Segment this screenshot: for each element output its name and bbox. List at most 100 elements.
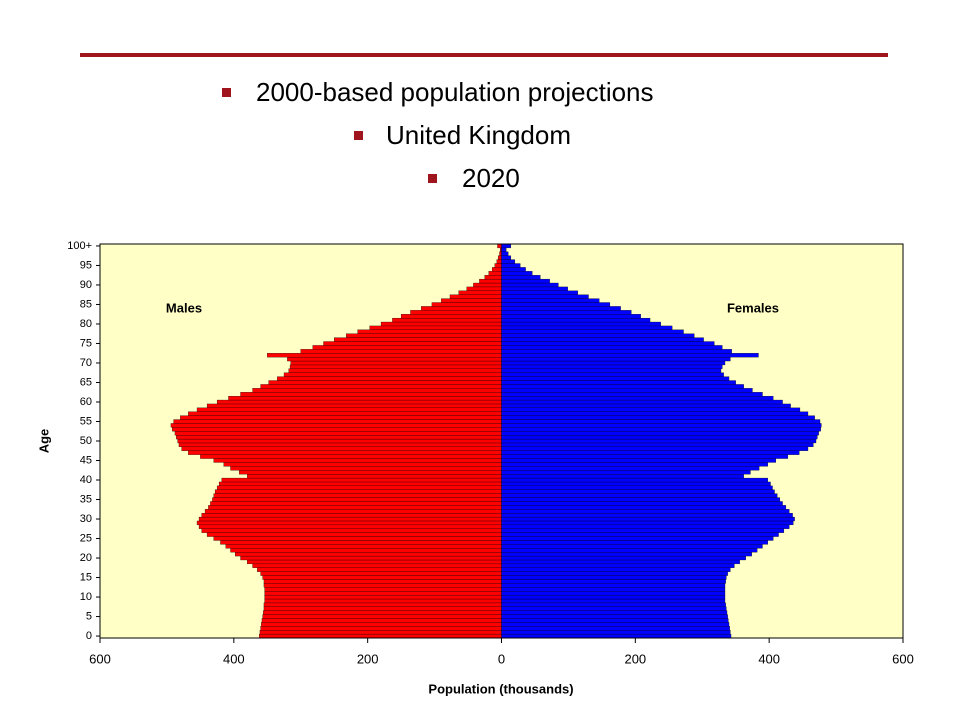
bar — [501, 360, 726, 366]
bar — [501, 349, 732, 354]
bar — [188, 450, 502, 455]
bullet — [354, 131, 363, 140]
bar — [473, 282, 502, 288]
bar — [501, 263, 521, 268]
y-tick-label: 15 — [80, 571, 92, 583]
bar — [267, 353, 502, 358]
bar — [431, 302, 502, 307]
bar — [289, 364, 502, 369]
bar — [188, 411, 502, 416]
bar — [357, 329, 502, 334]
bar — [501, 563, 735, 568]
bar — [501, 395, 774, 401]
y-tick-label: 45 — [80, 454, 92, 466]
bar — [230, 466, 502, 471]
x-tick-label: 400 — [223, 651, 245, 666]
bar — [441, 298, 502, 303]
bar — [501, 423, 822, 428]
bar — [178, 442, 502, 448]
y-tick-label: 65 — [80, 376, 92, 388]
bar — [501, 419, 821, 424]
y-tick-label: 50 — [80, 435, 92, 447]
bar — [288, 368, 502, 373]
bar — [501, 630, 731, 635]
bar — [501, 485, 773, 490]
bar — [180, 415, 502, 420]
bar — [501, 489, 775, 494]
bar — [501, 337, 704, 342]
bar — [501, 392, 763, 397]
bar — [501, 470, 751, 475]
bar — [449, 294, 502, 299]
bar — [501, 555, 746, 561]
bar — [501, 271, 533, 276]
x-tick-label: 0 — [498, 651, 505, 666]
bar — [230, 548, 502, 553]
y-tick-label: 55 — [80, 415, 92, 427]
bar — [501, 462, 768, 467]
bar — [501, 384, 744, 389]
bar — [220, 540, 502, 545]
bar — [501, 282, 559, 288]
y-tick-label: 100+ — [67, 240, 92, 252]
bar — [225, 544, 502, 549]
bar — [410, 310, 502, 315]
bar — [501, 368, 722, 373]
bar — [501, 493, 778, 498]
bar — [501, 626, 730, 631]
bar — [501, 513, 793, 518]
bar — [501, 532, 779, 537]
bar — [458, 290, 502, 295]
y-tick-label: 30 — [80, 513, 92, 525]
bar — [247, 474, 502, 479]
bar — [216, 399, 502, 405]
x-tick-label: 200 — [624, 651, 646, 666]
y-tick-label: 95 — [80, 259, 92, 271]
bar — [501, 427, 821, 432]
bar — [263, 583, 502, 588]
bar — [501, 438, 817, 444]
bar — [346, 333, 502, 338]
bar — [501, 317, 651, 323]
bar — [172, 427, 502, 432]
bar — [201, 513, 502, 518]
series-label: Males — [166, 300, 202, 315]
bar — [264, 587, 502, 592]
bar — [176, 434, 502, 440]
bar — [260, 384, 502, 389]
bar — [501, 345, 723, 350]
bar — [259, 633, 502, 639]
bar — [501, 294, 589, 299]
bar — [262, 614, 502, 619]
bar — [181, 446, 502, 451]
bar — [501, 403, 791, 408]
bar — [213, 493, 502, 498]
y-tick-label: 35 — [80, 493, 92, 505]
bullet — [428, 174, 437, 183]
bar — [260, 626, 502, 631]
bar — [498, 255, 502, 260]
bar — [204, 509, 502, 514]
bar — [501, 442, 814, 448]
bar — [501, 481, 771, 487]
bar — [501, 458, 777, 463]
bar — [400, 314, 502, 319]
y-tick-label: 80 — [80, 318, 92, 330]
bar — [501, 353, 759, 358]
bar — [501, 516, 795, 522]
bar — [501, 571, 728, 576]
bar — [501, 446, 809, 451]
bar — [501, 622, 730, 627]
bar — [501, 267, 526, 272]
bar — [262, 575, 502, 580]
x-tick-label: 200 — [357, 651, 379, 666]
header-item: 2020 — [462, 163, 520, 193]
y-tick-label: 0 — [86, 630, 92, 642]
bar — [501, 243, 512, 249]
bar — [501, 302, 611, 307]
bar — [259, 630, 502, 635]
header-item: 2000-based population projections — [256, 77, 654, 107]
bar — [501, 536, 774, 541]
bar — [484, 275, 502, 280]
bar — [290, 360, 502, 366]
